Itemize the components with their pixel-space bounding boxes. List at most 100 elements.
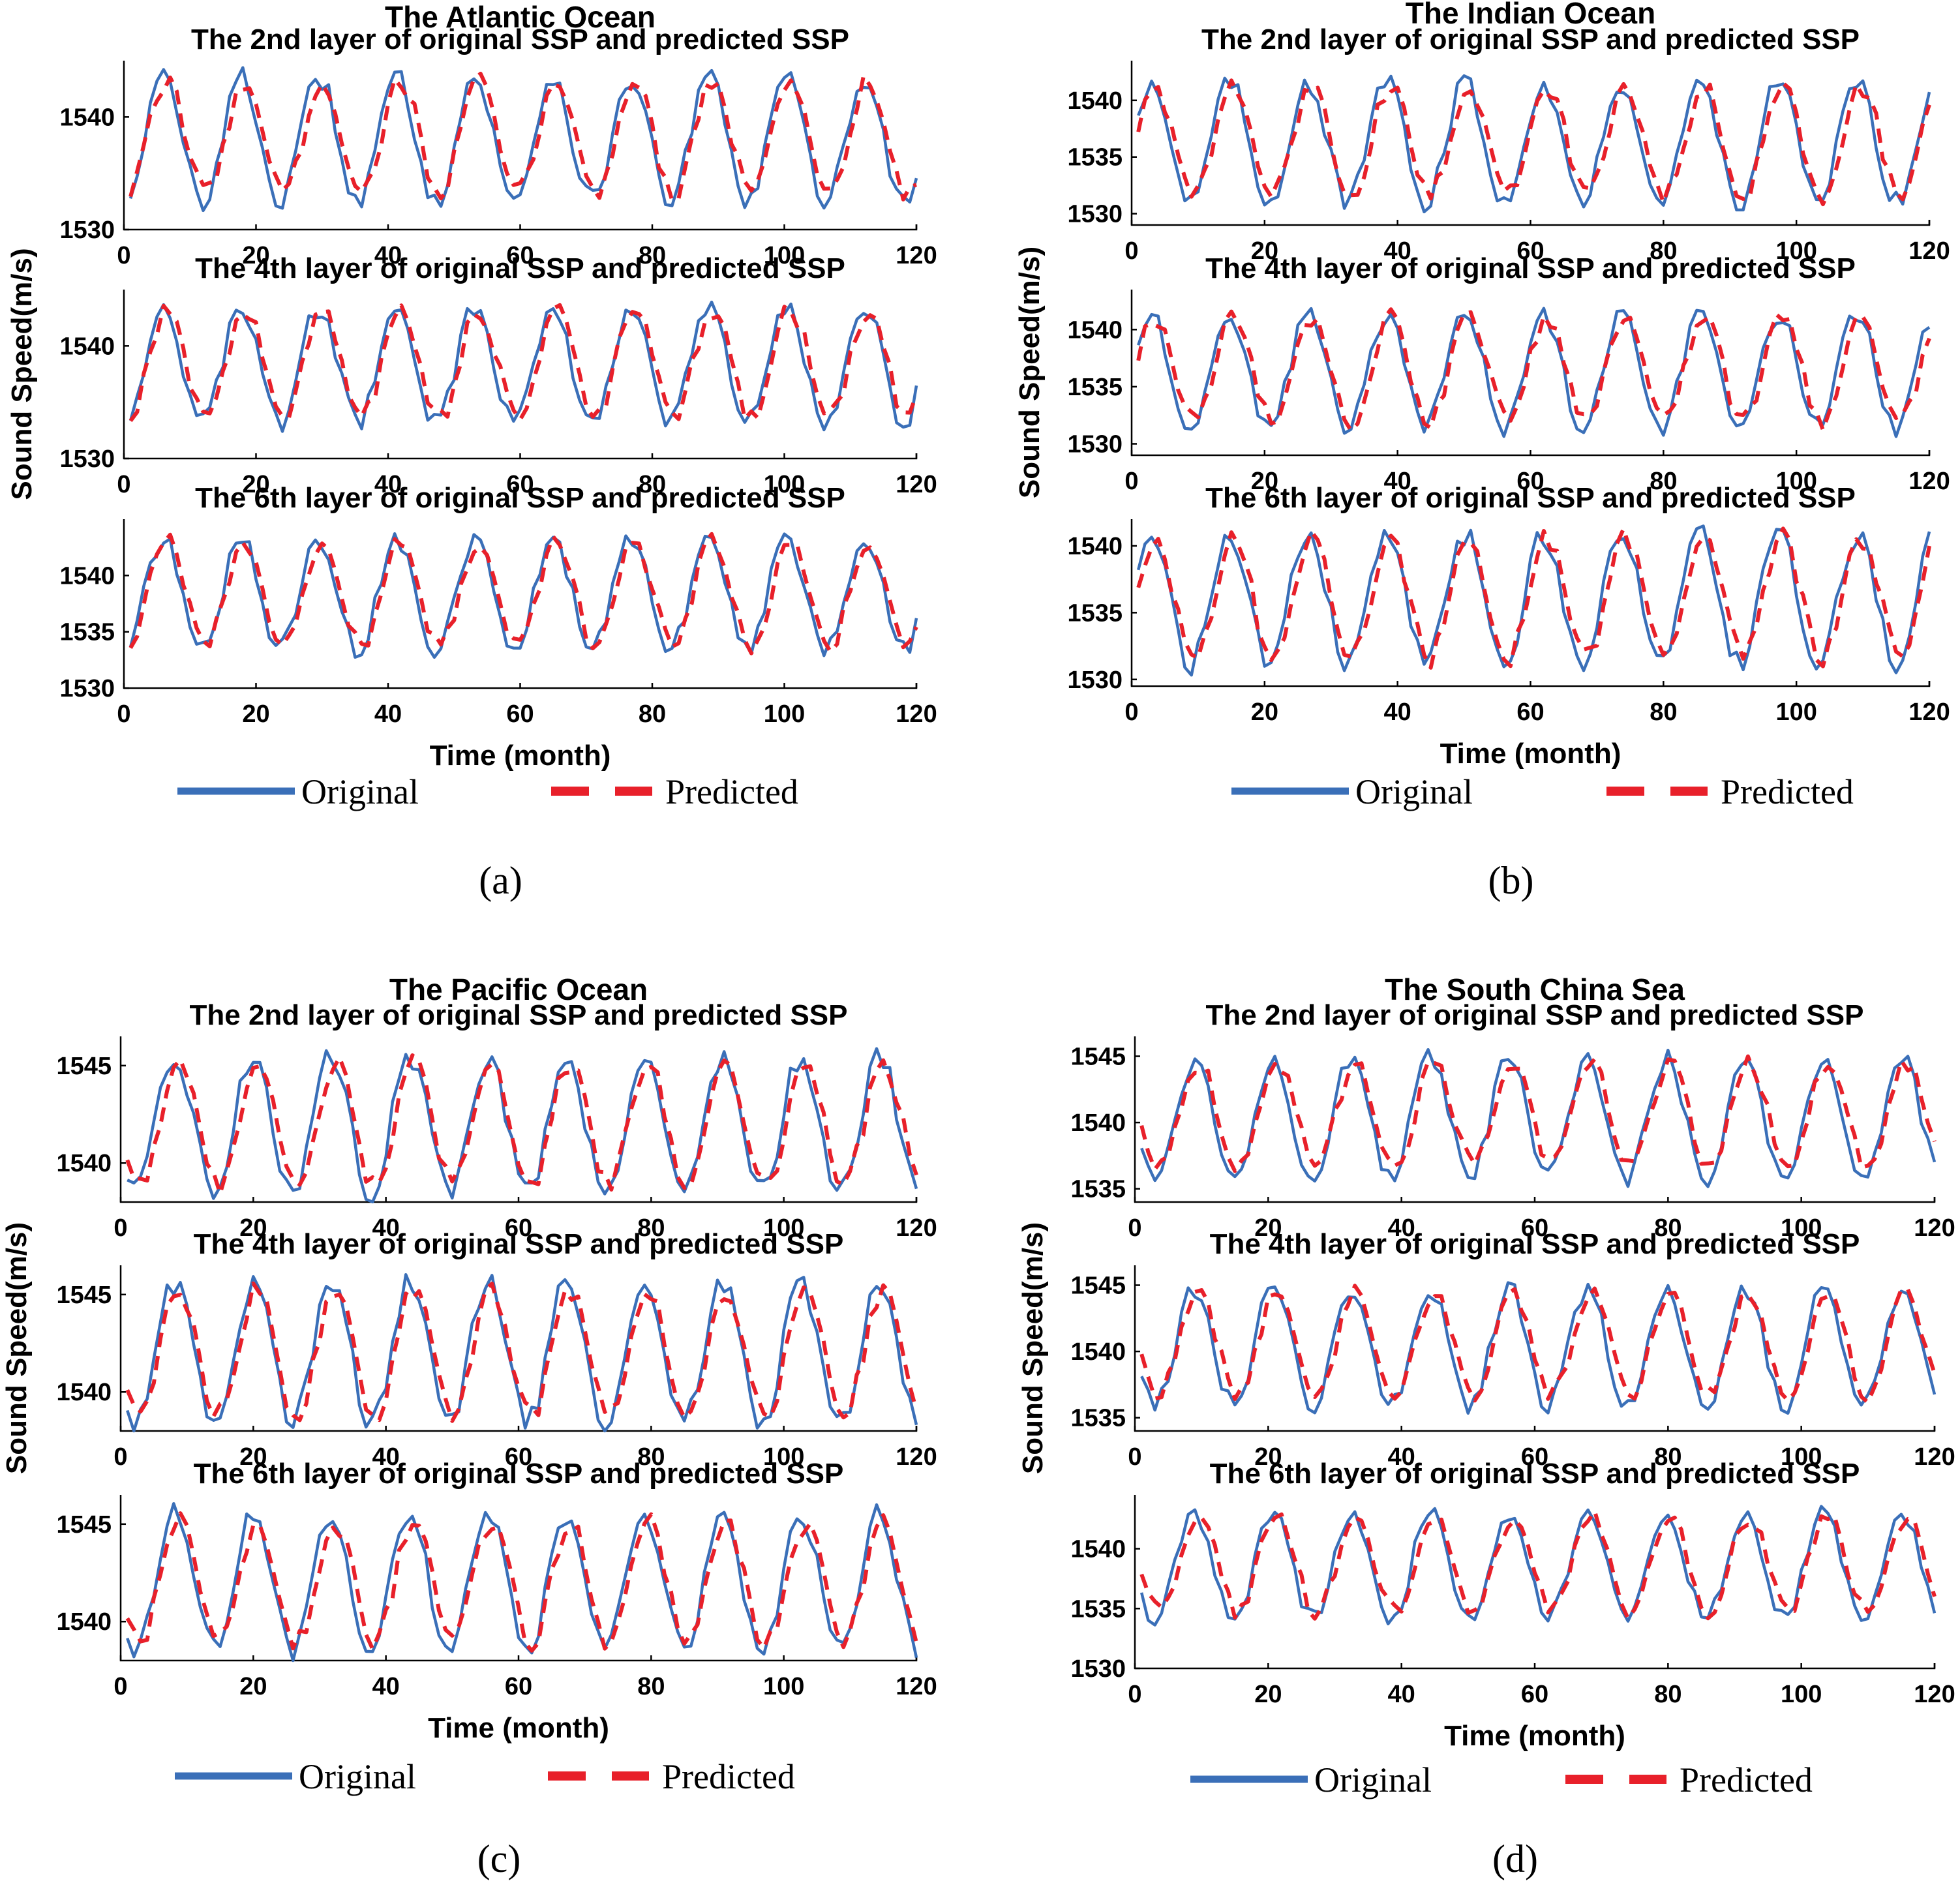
y-tick-label: 1530 xyxy=(1067,430,1123,458)
y-tick-label: 1540 xyxy=(59,333,115,360)
original-series-line xyxy=(128,66,918,213)
subplot-title: The 4th layer of original SSP and predic… xyxy=(195,252,845,284)
predicted-series-line xyxy=(125,1053,918,1196)
panel-title: The Pacific Ocean xyxy=(389,972,648,1006)
original-series-line xyxy=(126,1502,918,1663)
y-axis-label: Sound Speed(m/s) xyxy=(6,248,38,500)
y-tick-label: 1540 xyxy=(59,562,115,590)
subplot-2: The 4th layer of original SSP and predic… xyxy=(59,252,937,498)
legend-original-label: Original xyxy=(299,1757,416,1796)
y-tick-label: 1535 xyxy=(1070,1405,1126,1432)
x-tick-label: 100 xyxy=(764,471,805,498)
y-tick-label: 1530 xyxy=(59,217,115,244)
x-tick-label: 0 xyxy=(1124,468,1138,495)
x-tick-label: 120 xyxy=(896,1214,937,1242)
subplot-title: The 2nd layer of original SSP and predic… xyxy=(1206,999,1864,1031)
subplot-1: The 2nd layer of original SSP and predic… xyxy=(1070,999,1955,1242)
y-tick-label: 1540 xyxy=(56,1379,112,1406)
original-series-line xyxy=(126,1272,918,1433)
x-tick-label: 80 xyxy=(1650,699,1677,726)
x-tick-label: 80 xyxy=(1650,237,1677,265)
x-tick-label: 40 xyxy=(1388,1681,1415,1708)
panel-caption: (d) xyxy=(1492,1837,1538,1880)
legend-predicted-label: Predicted xyxy=(1680,1760,1813,1799)
x-tick-label: 100 xyxy=(1781,1214,1822,1242)
legend: Original Predicted xyxy=(1231,772,1854,811)
y-tick-label: 1545 xyxy=(56,1511,112,1539)
x-tick-label: 40 xyxy=(374,242,402,269)
subplot-2: The 4th layer of original SSP and predic… xyxy=(56,1228,937,1471)
original-series-line xyxy=(1137,524,1931,677)
predicted-series-line xyxy=(1139,1054,1937,1173)
x-tick-label: 80 xyxy=(1654,1681,1681,1708)
subplot-title: The 6th layer of original SSP and predic… xyxy=(194,1458,844,1490)
y-tick-label: 1535 xyxy=(1070,1595,1126,1623)
x-tick-label: 120 xyxy=(896,700,937,728)
subplot-title: The 6th layer of original SSP and predic… xyxy=(1210,1458,1860,1490)
x-tick-label: 120 xyxy=(896,1673,937,1700)
y-tick-label: 1535 xyxy=(1067,144,1123,172)
y-tick-label: 1535 xyxy=(1067,374,1123,401)
subplot-title: The 4th layer of original SSP and predic… xyxy=(1205,252,1856,284)
x-tick-label: 100 xyxy=(1781,1443,1822,1471)
x-axis-label: Time (month) xyxy=(430,740,611,772)
x-tick-label: 60 xyxy=(506,242,534,269)
x-tick-label: 0 xyxy=(1128,1443,1141,1471)
y-tick-label: 1530 xyxy=(1067,667,1123,694)
y-tick-label: 1540 xyxy=(1067,316,1123,344)
x-tick-label: 0 xyxy=(117,471,130,498)
original-series-line xyxy=(128,532,918,659)
y-tick-label: 1530 xyxy=(1070,1655,1126,1683)
y-tick-label: 1545 xyxy=(56,1282,112,1309)
x-tick-label: 100 xyxy=(1775,237,1817,265)
x-tick-label: 100 xyxy=(1781,1681,1822,1708)
x-tick-label: 120 xyxy=(1914,1681,1955,1708)
panel-caption: (c) xyxy=(477,1837,521,1880)
axes-frame xyxy=(123,61,918,231)
y-tick-label: 1530 xyxy=(59,445,115,473)
x-tick-label: 80 xyxy=(1654,1214,1681,1242)
legend: Original Predicted xyxy=(175,1757,795,1796)
y-axis-label: Sound Speed(m/s) xyxy=(1014,247,1046,498)
panel-b: The Indian Ocean Sound Speed(m/s) The 2nd … xyxy=(1014,0,1950,902)
y-tick-label: 1535 xyxy=(1070,1176,1126,1203)
subplot-title: The 4th layer of original SSP and predic… xyxy=(1210,1228,1860,1260)
x-tick-label: 60 xyxy=(1521,1443,1548,1471)
x-tick-label: 120 xyxy=(1914,1443,1955,1471)
y-tick-label: 1535 xyxy=(1067,599,1123,627)
x-tick-label: 40 xyxy=(374,700,402,728)
x-tick-label: 60 xyxy=(1516,468,1544,495)
x-tick-label: 80 xyxy=(1650,468,1677,495)
subplot-title: The 6th layer of original SSP and predic… xyxy=(1205,482,1856,514)
original-series-line xyxy=(128,300,918,433)
original-series-line xyxy=(127,1047,918,1204)
y-tick-label: 1540 xyxy=(1067,533,1123,560)
x-tick-label: 0 xyxy=(113,1443,127,1471)
x-tick-label: 20 xyxy=(1251,468,1278,495)
x-tick-label: 120 xyxy=(1908,468,1950,495)
x-tick-label: 120 xyxy=(896,1443,937,1471)
panel-a: The Atlantic Ocean Sound Speed(m/s) The 2n… xyxy=(6,0,937,902)
x-tick-label: 120 xyxy=(1908,237,1950,265)
x-tick-label: 0 xyxy=(113,1673,127,1700)
panel-title: The South China Sea xyxy=(1385,972,1685,1006)
legend-original-label: Original xyxy=(1355,772,1473,811)
x-tick-label: 60 xyxy=(506,471,534,498)
x-tick-label: 60 xyxy=(1516,237,1544,265)
x-tick-label: 0 xyxy=(1128,1681,1141,1708)
y-tick-label: 1540 xyxy=(1070,1536,1126,1563)
panel-title: The Indian Ocean xyxy=(1406,0,1655,30)
x-tick-label: 100 xyxy=(1775,468,1817,495)
x-tick-label: 20 xyxy=(242,242,269,269)
panel-caption: (a) xyxy=(479,859,522,902)
x-tick-label: 80 xyxy=(639,700,666,728)
x-tick-label: 40 xyxy=(1388,1214,1415,1242)
panel-title: The Atlantic Ocean xyxy=(385,0,656,34)
y-tick-label: 1540 xyxy=(56,1150,112,1177)
predicted-series-line xyxy=(1139,1284,1937,1404)
predicted-series-line xyxy=(128,532,918,655)
x-tick-label: 40 xyxy=(1384,237,1411,265)
x-tick-label: 80 xyxy=(639,242,666,269)
legend: Original Predicted xyxy=(177,772,798,811)
